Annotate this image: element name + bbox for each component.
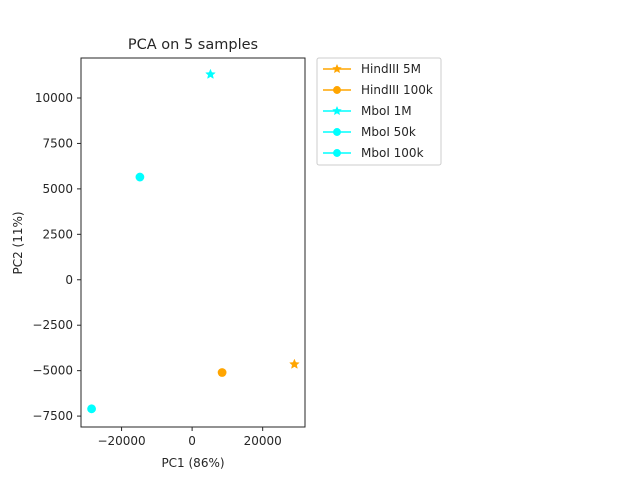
- y-tick-label: −2500: [32, 318, 73, 332]
- y-tick-label: 2500: [42, 227, 73, 241]
- y-axis-label: PC2 (11%): [11, 211, 25, 274]
- y-tick-label: 10000: [35, 91, 73, 105]
- legend-marker: [332, 63, 342, 74]
- x-tick-label: 0: [188, 434, 196, 448]
- legend-label: HindIII 100k: [361, 83, 433, 97]
- y-tick-label: 0: [65, 273, 73, 287]
- data-point: [87, 404, 96, 414]
- data-point: [205, 68, 216, 79]
- y-tick-label: −5000: [32, 364, 73, 378]
- y-tick-label: 7500: [42, 136, 73, 150]
- data-point: [289, 358, 300, 369]
- legend-label: MboI 100k: [361, 146, 424, 160]
- chart-title: PCA on 5 samples: [128, 37, 258, 53]
- legend: HindIII 5M HindIII 100k MboI 1M MboI 50k Mbo…: [316, 57, 442, 166]
- data-point: [217, 368, 227, 377]
- data-point: [135, 172, 145, 182]
- legend-label: MboI 50k: [361, 125, 416, 139]
- legend-marker: [333, 86, 341, 94]
- x-tick-label: −20000: [97, 434, 145, 448]
- legend-label: MboI 1M: [361, 104, 412, 118]
- legend-marker: [333, 128, 341, 136]
- legend-box: [316, 57, 442, 166]
- x-tick-label: 20000: [244, 434, 282, 448]
- plot-frame: [80, 57, 306, 428]
- legend-marker: [333, 149, 341, 157]
- y-tick-label: 5000: [42, 182, 73, 196]
- legend-marker: [332, 105, 342, 116]
- legend-label: HindIII 5M: [361, 62, 421, 76]
- y-tick-label: −7500: [32, 409, 73, 423]
- x-axis-label: PC1 (86%): [161, 456, 224, 470]
